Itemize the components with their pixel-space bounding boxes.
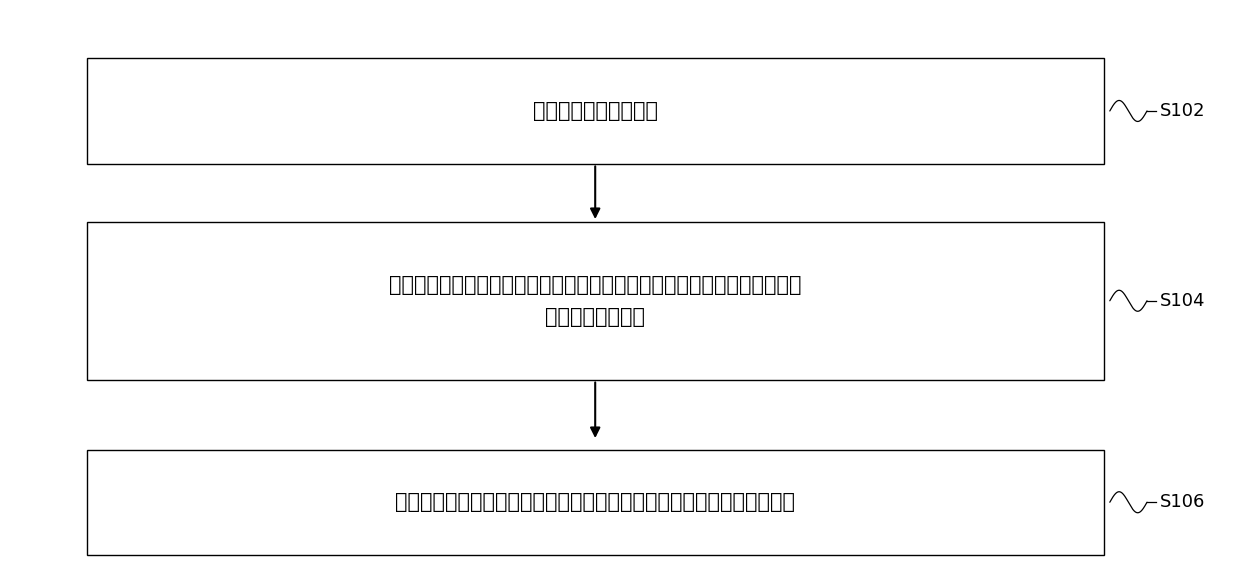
Bar xyxy=(87,58,1104,164)
Text: 路由是否存在故障: 路由是否存在故障 xyxy=(546,307,645,327)
Bar xyxy=(87,450,1104,555)
Text: S104: S104 xyxy=(1159,292,1205,310)
Text: S106: S106 xyxy=(1159,493,1205,511)
Text: 在预定时间内未接收到数据报文的响应报文时，检测客户端和服务器之间的: 在预定时间内未接收到数据报文的响应报文时，检测客户端和服务器之间的 xyxy=(389,274,801,295)
Text: S102: S102 xyxy=(1159,102,1205,120)
Text: 在检测到路由中存在发生故障的路由时，输出发生故障的路由的标识信息: 在检测到路由中存在发生故障的路由时，输出发生故障的路由的标识信息 xyxy=(396,492,795,512)
Bar xyxy=(87,222,1104,380)
Text: 向服务器发送数据报文: 向服务器发送数据报文 xyxy=(533,101,657,121)
